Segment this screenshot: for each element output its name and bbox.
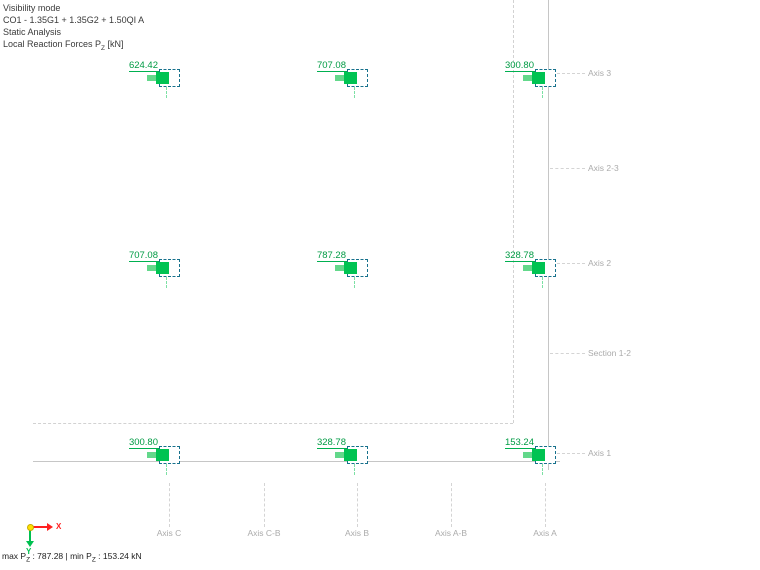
reaction-value-a2: 328.78 (504, 250, 536, 262)
support-arrow-head-icon (532, 262, 545, 274)
support-axis-tail (166, 464, 167, 475)
axis-a-stub-line (545, 483, 546, 527)
reaction-value-b3: 707.08 (316, 60, 348, 72)
support-arrow-head-icon (532, 72, 545, 84)
support-arrow-stem-icon (523, 75, 532, 81)
support-arrow-head-icon (532, 449, 545, 461)
support-arrow-stem-icon (335, 75, 344, 81)
support-axis-tail (542, 464, 543, 475)
axis-2-3-leader-line (550, 168, 585, 169)
view-info-block: Visibility mode CO1 - 1.35G1 + 1.35G2 + … (3, 2, 144, 55)
support-axis-tail (354, 464, 355, 475)
support-axis-tail (354, 277, 355, 288)
axis-b-stub-line (357, 483, 358, 527)
support-arrow-head-icon (344, 262, 357, 274)
wall-edge-horizontal-line (33, 461, 560, 462)
row-label-axis-3: Axis 3 (588, 68, 612, 78)
hidden-edge-horizontal-line (33, 423, 513, 424)
x-axis-label: X (56, 522, 62, 531)
column-label-axis-c-b: Axis C-B (247, 528, 281, 538)
axis-3-leader-line (557, 73, 585, 74)
hidden-edge-vertical-line (513, 0, 514, 423)
visibility-mode-label: Visibility mode (3, 3, 61, 13)
support-arrow-head-icon (156, 449, 169, 461)
row-label-axis-2-3: Axis 2-3 (588, 163, 619, 173)
reaction-value-a3: 300.80 (504, 60, 536, 72)
support-arrow-stem-icon (335, 265, 344, 271)
column-label-axis-c: Axis C (156, 528, 182, 538)
result-type-label: Local Reaction Forces PZ [kN] (3, 39, 124, 52)
support-axis-tail (166, 277, 167, 288)
axis-1-leader-line (557, 453, 585, 454)
reaction-value-b2: 787.28 (316, 250, 348, 262)
support-arrow-head-icon (344, 449, 357, 461)
support-axis-tail (166, 87, 167, 98)
reaction-value-c1: 300.80 (128, 437, 160, 449)
reaction-value-c3: 624.42 (128, 60, 160, 72)
load-combination-label: CO1 - 1.35G1 + 1.35G2 + 1.50QI A (3, 15, 145, 25)
y-axis-label: Y (26, 547, 32, 556)
axis-2-leader-line (557, 263, 585, 264)
reaction-value-c2: 707.08 (128, 250, 160, 262)
axis-c-b-stub-line (264, 483, 265, 527)
wall-edge-vertical-line (548, 0, 549, 470)
support-arrow-stem-icon (523, 265, 532, 271)
reaction-value-b1: 328.78 (316, 437, 348, 449)
y-axis-arrow-icon (29, 530, 31, 542)
analysis-type-label: Static Analysis (3, 27, 62, 37)
axis-a-b-stub-line (451, 483, 452, 527)
axis-c-stub-line (169, 483, 170, 527)
row-label-section-1-2: Section 1-2 (588, 348, 631, 358)
support-arrow-stem-icon (147, 452, 156, 458)
support-arrow-stem-icon (335, 452, 344, 458)
support-arrow-head-icon (156, 262, 169, 274)
column-label-axis-a-b: Axis A-B (434, 528, 468, 538)
support-axis-tail (354, 87, 355, 98)
support-axis-tail (542, 277, 543, 288)
reaction-value-a1: 153.24 (504, 437, 536, 449)
column-label-axis-a: Axis A (533, 528, 557, 538)
x-axis-arrow-icon (33, 526, 47, 528)
support-arrow-head-icon (156, 72, 169, 84)
section-1-2-leader-line (550, 353, 585, 354)
support-arrow-stem-icon (523, 452, 532, 458)
origin-node-icon (27, 524, 34, 531)
result-extremes-status: max PZ : 787.28 | min PZ : 153.24 kN (2, 551, 142, 564)
row-label-axis-1: Axis 1 (588, 448, 612, 458)
support-arrow-head-icon (344, 72, 357, 84)
support-arrow-stem-icon (147, 75, 156, 81)
column-label-axis-b: Axis B (344, 528, 370, 538)
support-arrow-stem-icon (147, 265, 156, 271)
y-axis-arrowhead-icon (26, 541, 34, 547)
x-axis-arrowhead-icon (47, 523, 53, 531)
support-axis-tail (542, 87, 543, 98)
row-label-axis-2: Axis 2 (588, 258, 612, 268)
